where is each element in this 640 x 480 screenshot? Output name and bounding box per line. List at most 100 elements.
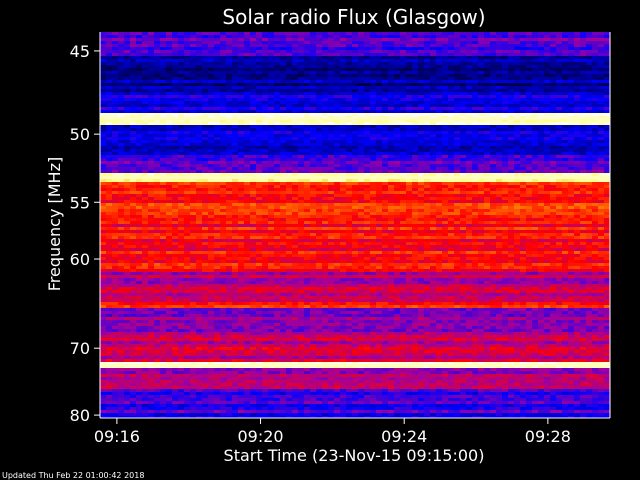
spectrogram-cell xyxy=(256,56,263,60)
spectrogram-cell xyxy=(280,179,287,183)
spectrogram-cell xyxy=(496,38,503,42)
spectrogram-cell xyxy=(520,194,527,198)
spectrogram-cell xyxy=(250,173,257,177)
spectrogram-cell xyxy=(478,86,485,90)
spectrogram-cell xyxy=(106,71,113,75)
spectrogram-cell xyxy=(112,107,119,111)
spectrogram-cell xyxy=(520,68,527,72)
spectrogram-cell xyxy=(268,53,275,57)
spectrogram-cell xyxy=(484,149,491,153)
spectrogram-cell xyxy=(568,98,575,102)
spectrogram-cell xyxy=(388,185,395,189)
spectrogram-cell xyxy=(388,92,395,96)
spectrogram-cell xyxy=(592,191,599,195)
spectrogram-cell xyxy=(130,38,137,42)
spectrogram-cell xyxy=(526,191,533,195)
spectrogram-cell xyxy=(208,170,215,174)
spectrogram-cell xyxy=(394,203,401,207)
spectrogram-cell xyxy=(208,38,215,42)
spectrogram-cell xyxy=(406,38,413,42)
spectrogram-cell xyxy=(136,194,143,198)
spectrogram-cell xyxy=(244,119,251,123)
spectrogram-cell xyxy=(274,83,281,87)
spectrogram-cell xyxy=(256,125,263,129)
spectrogram-cell xyxy=(382,92,389,96)
spectrogram-cell xyxy=(298,98,305,102)
spectrogram-cell xyxy=(136,143,143,147)
spectrogram-cell xyxy=(454,146,461,150)
spectrogram-cell xyxy=(430,188,437,192)
spectrogram-cell xyxy=(442,71,449,75)
spectrogram-cell xyxy=(166,182,173,186)
spectrogram-cell xyxy=(154,104,161,108)
spectrogram-cell xyxy=(574,179,581,183)
spectrogram-cell xyxy=(160,143,167,147)
spectrogram-cell xyxy=(388,32,395,36)
spectrogram-cell xyxy=(478,203,485,207)
spectrogram-cell xyxy=(538,92,545,96)
spectrogram-cell xyxy=(502,197,509,201)
spectrogram-cell xyxy=(406,170,413,174)
spectrogram-row xyxy=(100,194,610,198)
spectrogram-cell xyxy=(124,170,131,174)
spectrogram-cell xyxy=(154,185,161,189)
spectrogram-cell xyxy=(352,32,359,36)
spectrogram-cell xyxy=(130,68,137,72)
spectrogram-cell xyxy=(514,185,521,189)
spectrogram-cell xyxy=(538,158,545,162)
spectrogram-cell xyxy=(232,59,239,63)
spectrogram-cell xyxy=(490,203,497,207)
spectrogram-cell xyxy=(256,146,263,150)
spectrogram-cell xyxy=(130,35,137,39)
spectrogram-cell xyxy=(262,41,269,45)
spectrogram-cell xyxy=(160,53,167,57)
spectrogram-cell xyxy=(520,203,527,207)
spectrogram-cell xyxy=(298,80,305,84)
spectrogram-cell xyxy=(604,89,610,93)
spectrogram-cell xyxy=(520,77,527,81)
spectrogram-cell xyxy=(286,32,293,36)
spectrogram-cell xyxy=(352,194,359,198)
spectrogram-cell xyxy=(418,164,425,168)
spectrogram-cell xyxy=(202,113,209,117)
spectrogram-cell xyxy=(430,86,437,90)
spectrogram-cell xyxy=(112,200,119,204)
spectrogram-cell xyxy=(232,44,239,48)
spectrogram-cell xyxy=(352,98,359,102)
spectrogram-cell xyxy=(118,122,125,126)
spectrogram-cell xyxy=(358,164,365,168)
spectrogram-cell xyxy=(160,95,167,99)
spectrogram-cell xyxy=(364,47,371,51)
spectrogram-cell xyxy=(280,92,287,96)
spectrogram-cell xyxy=(406,131,413,135)
spectrogram-cell xyxy=(580,98,587,102)
spectrogram-cell xyxy=(382,95,389,99)
spectrogram-cell xyxy=(598,137,605,141)
spectrogram-cell xyxy=(226,161,233,165)
spectrogram-cell xyxy=(226,188,233,192)
spectrogram-cell xyxy=(508,152,515,156)
spectrogram-cell xyxy=(460,128,467,132)
spectrogram-cell xyxy=(454,128,461,132)
spectrogram-cell xyxy=(592,179,599,183)
spectrogram-cell xyxy=(580,53,587,57)
spectrogram-cell xyxy=(322,65,329,69)
spectrogram-cell xyxy=(448,110,455,114)
spectrogram-cell xyxy=(244,164,251,168)
spectrogram-cell xyxy=(322,83,329,87)
spectrogram-cell xyxy=(292,134,299,138)
spectrogram-cell xyxy=(214,200,221,204)
spectrogram-cell xyxy=(172,143,179,147)
spectrogram-cell xyxy=(532,197,539,201)
spectrogram-cell xyxy=(484,104,491,108)
spectrogram-cell xyxy=(196,137,203,141)
spectrogram-cell xyxy=(292,71,299,75)
spectrogram-cell xyxy=(460,92,467,96)
spectrogram-cell xyxy=(346,44,353,48)
spectrogram-cell xyxy=(142,86,149,90)
spectrogram-cell xyxy=(502,44,509,48)
spectrogram-cell xyxy=(592,146,599,150)
spectrogram-cell xyxy=(112,113,119,117)
spectrogram-cell xyxy=(490,101,497,105)
spectrogram-cell xyxy=(598,179,605,183)
